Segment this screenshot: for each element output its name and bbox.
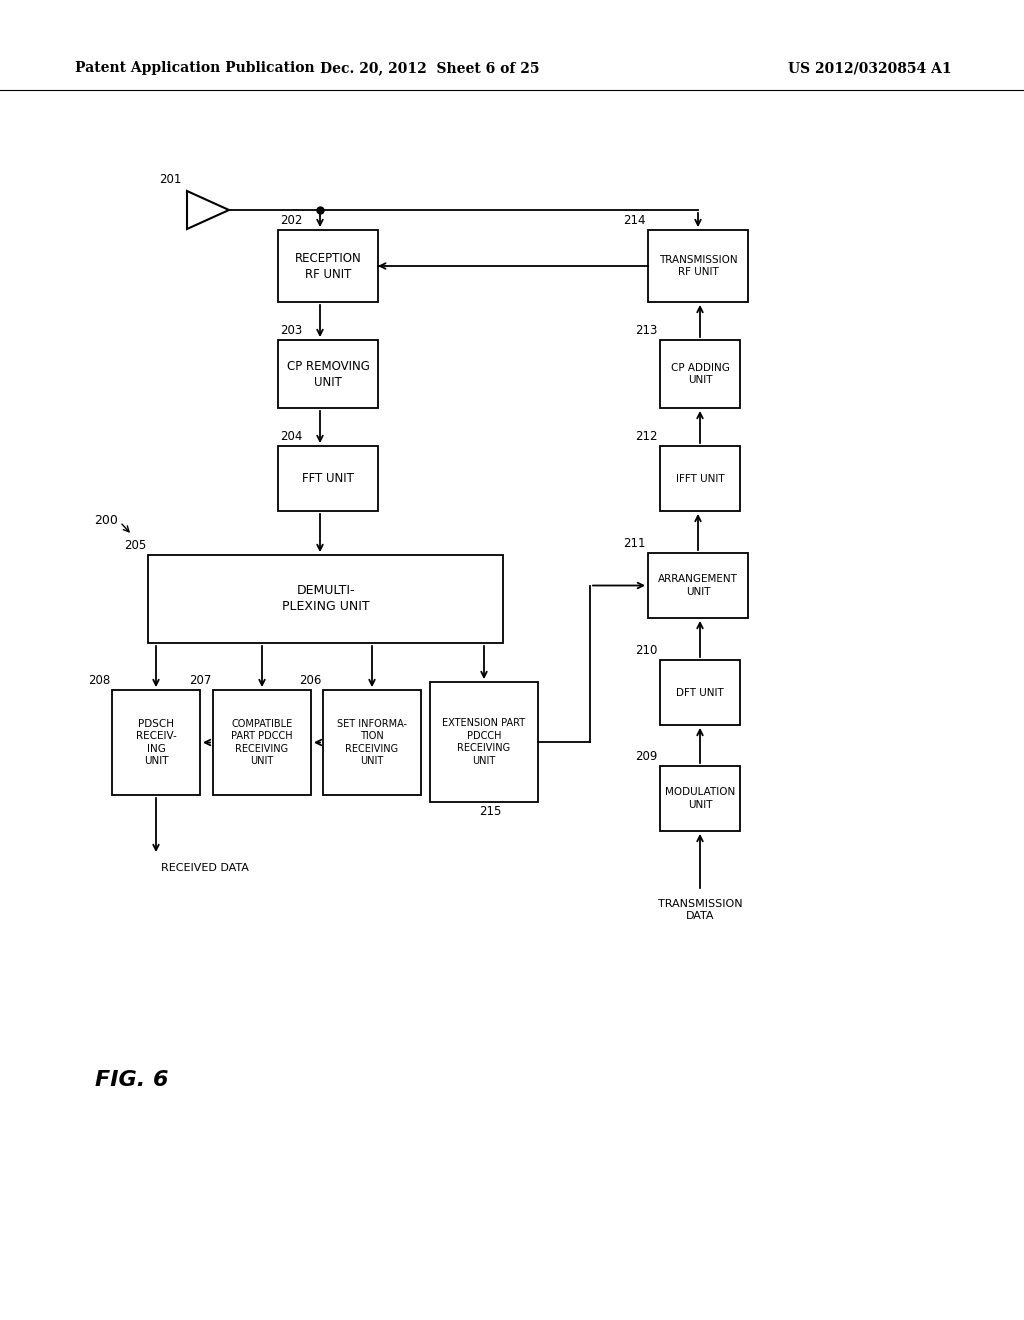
- Text: 201: 201: [160, 173, 182, 186]
- Text: 208: 208: [88, 675, 110, 686]
- Text: RECEIVED DATA: RECEIVED DATA: [161, 863, 249, 873]
- Text: ARRANGEMENT
UNIT: ARRANGEMENT UNIT: [658, 574, 738, 597]
- Text: US 2012/0320854 A1: US 2012/0320854 A1: [788, 61, 952, 75]
- Text: CP ADDING
UNIT: CP ADDING UNIT: [671, 363, 729, 385]
- Text: 206: 206: [299, 675, 321, 686]
- Text: 210: 210: [636, 644, 658, 657]
- Text: COMPATIBLE
PART PDCCH
RECEIVING
UNIT: COMPATIBLE PART PDCCH RECEIVING UNIT: [231, 719, 293, 766]
- Bar: [648, 553, 748, 618]
- Text: DFT UNIT: DFT UNIT: [676, 688, 724, 697]
- Text: MODULATION
UNIT: MODULATION UNIT: [665, 787, 735, 809]
- Text: 207: 207: [188, 675, 211, 686]
- Text: 212: 212: [636, 430, 658, 444]
- Text: IFFT UNIT: IFFT UNIT: [676, 474, 724, 483]
- Bar: [278, 341, 378, 408]
- Text: 202: 202: [280, 214, 302, 227]
- Bar: [648, 230, 748, 302]
- Text: 209: 209: [636, 750, 658, 763]
- Text: 205: 205: [124, 539, 146, 552]
- Text: 203: 203: [280, 323, 302, 337]
- Bar: [213, 690, 311, 795]
- Text: TRANSMISSION
DATA: TRANSMISSION DATA: [657, 899, 742, 920]
- Bar: [660, 660, 740, 725]
- Text: SET INFORMA-
TION
RECEIVING
UNIT: SET INFORMA- TION RECEIVING UNIT: [337, 719, 407, 766]
- Text: DEMULTI-
PLEXING UNIT: DEMULTI- PLEXING UNIT: [282, 585, 370, 614]
- Text: EXTENSION PART
PDCCH
RECEIVING
UNIT: EXTENSION PART PDCCH RECEIVING UNIT: [442, 718, 525, 766]
- Text: 213: 213: [636, 323, 658, 337]
- Text: FIG. 6: FIG. 6: [95, 1071, 169, 1090]
- Text: RECEPTION
RF UNIT: RECEPTION RF UNIT: [295, 252, 361, 281]
- Text: PDSCH
RECEIV-
ING
UNIT: PDSCH RECEIV- ING UNIT: [135, 719, 176, 766]
- Bar: [660, 766, 740, 832]
- Bar: [323, 690, 421, 795]
- Bar: [660, 446, 740, 511]
- Text: 215: 215: [479, 805, 502, 818]
- Bar: [278, 230, 378, 302]
- Text: 200: 200: [94, 513, 118, 527]
- Text: 204: 204: [280, 430, 302, 444]
- Bar: [660, 341, 740, 408]
- Bar: [112, 690, 200, 795]
- Text: 214: 214: [624, 214, 646, 227]
- Text: Dec. 20, 2012  Sheet 6 of 25: Dec. 20, 2012 Sheet 6 of 25: [321, 61, 540, 75]
- Bar: [148, 554, 503, 643]
- Bar: [278, 446, 378, 511]
- Text: 211: 211: [624, 537, 646, 550]
- Text: TRANSMISSION
RF UNIT: TRANSMISSION RF UNIT: [658, 255, 737, 277]
- Text: Patent Application Publication: Patent Application Publication: [75, 61, 314, 75]
- Text: CP REMOVING
UNIT: CP REMOVING UNIT: [287, 359, 370, 388]
- Text: FFT UNIT: FFT UNIT: [302, 473, 354, 484]
- Bar: [430, 682, 538, 803]
